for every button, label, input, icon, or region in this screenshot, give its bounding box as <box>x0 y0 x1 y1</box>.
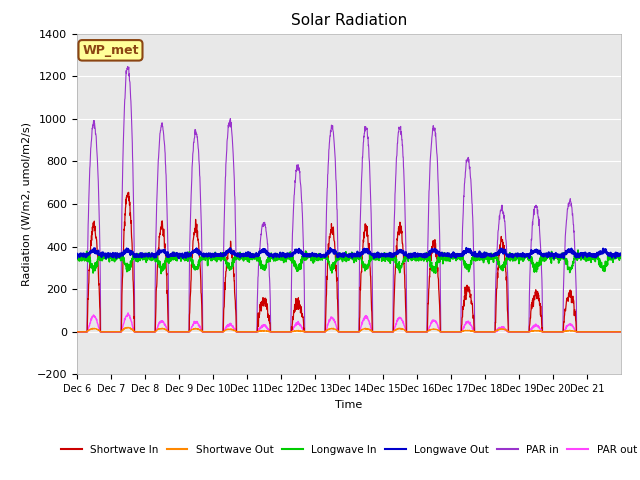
X-axis label: Time: Time <box>335 400 362 409</box>
Text: WP_met: WP_met <box>82 44 139 57</box>
Legend: Shortwave In, Shortwave Out, Longwave In, Longwave Out, PAR in, PAR out: Shortwave In, Shortwave Out, Longwave In… <box>56 441 640 459</box>
Title: Solar Radiation: Solar Radiation <box>291 13 407 28</box>
Y-axis label: Radiation (W/m2, umol/m2/s): Radiation (W/m2, umol/m2/s) <box>21 122 31 286</box>
